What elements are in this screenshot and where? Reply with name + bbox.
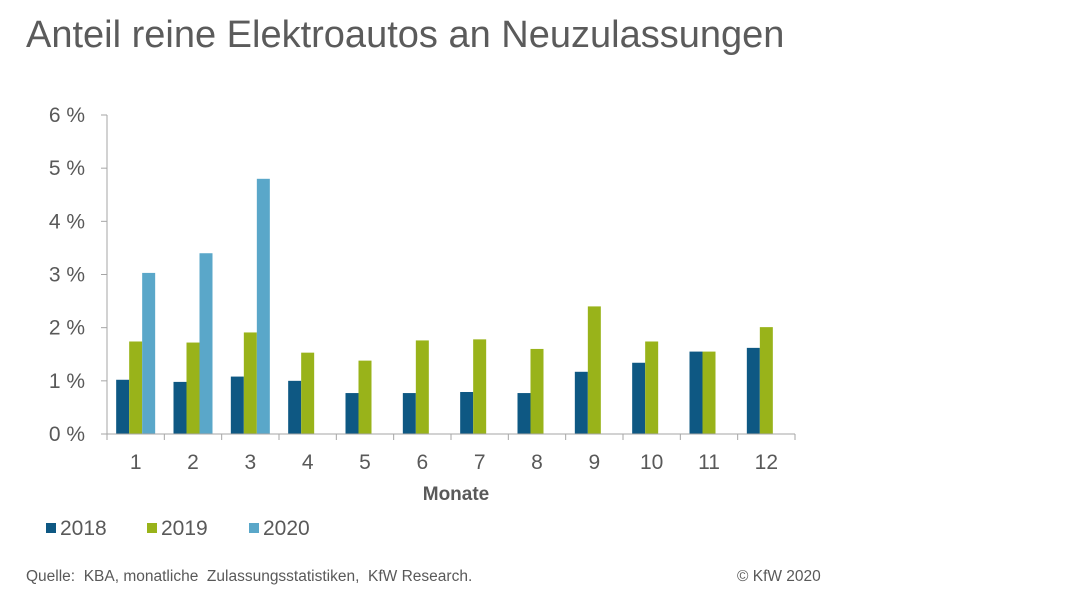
x-tick-label: 8 — [531, 451, 543, 474]
bar-2019-11 — [702, 351, 716, 434]
bar-2019-9 — [587, 306, 601, 434]
x-tick-label: 3 — [244, 451, 256, 474]
bar-2018-3 — [230, 376, 244, 434]
x-tick-label: 11 — [698, 451, 720, 474]
bar-2018-2 — [173, 381, 187, 434]
y-tick-label: 2 % — [49, 317, 85, 340]
x-axis-title: Monate — [423, 484, 490, 505]
x-tick-label: 7 — [474, 451, 486, 474]
bar-2019-10 — [645, 341, 659, 434]
y-tick-label: 1 % — [49, 370, 85, 393]
legend-swatch-2019 — [147, 523, 157, 533]
bar-2018-5 — [345, 393, 359, 434]
bar-2019-5 — [358, 360, 372, 434]
x-tick-label: 12 — [755, 451, 778, 474]
bar-2018-9 — [574, 371, 588, 434]
bar-2019-1 — [129, 341, 143, 434]
y-tick-label: 5 % — [49, 157, 85, 180]
bar-2018-1 — [116, 379, 130, 434]
legend-swatch-2020 — [249, 523, 259, 533]
bar-2019-2 — [186, 342, 200, 434]
bar-2019-3 — [243, 332, 257, 434]
x-tick-label: 9 — [588, 451, 600, 474]
x-tick-label: 2 — [187, 451, 199, 474]
bar-2018-7 — [460, 391, 474, 434]
bar-2018-4 — [288, 380, 302, 434]
bar-2019-7 — [473, 339, 487, 434]
copyright-note: © KfW 2020 — [737, 568, 821, 585]
bar-2018-8 — [517, 393, 531, 434]
x-tick-label: 5 — [359, 451, 371, 474]
y-tick-label: 0 % — [49, 423, 85, 446]
bar-2019-4 — [301, 352, 315, 434]
y-tick-label: 6 % — [49, 104, 85, 127]
bar-2020-1 — [142, 272, 156, 434]
bar-2019-12 — [759, 327, 773, 434]
x-tick-label: 6 — [416, 451, 428, 474]
bar-2019-8 — [530, 348, 544, 434]
x-tick-label: 1 — [130, 451, 142, 474]
bar-2018-10 — [632, 362, 646, 434]
bar-2020-3 — [256, 178, 270, 434]
legend-label-2020: 2020 — [263, 517, 310, 540]
source-note: Quelle: KBA, monatliche Zulassungsstatis… — [26, 568, 473, 585]
x-tick-label: 4 — [302, 451, 314, 474]
page-title: Anteil reine Elektroautos an Neuzulassun… — [26, 14, 785, 56]
x-tick-label: 10 — [640, 451, 663, 474]
y-tick-label: 4 % — [49, 210, 85, 233]
bar-chart: 0 %1 %2 %3 %4 %5 %6 %1 2 3 4 5 6 7 8 9 10 11 12Mona… — [46, 104, 796, 540]
bar-2019-6 — [415, 340, 429, 434]
bar-2020-2 — [199, 253, 213, 434]
legend-label-2019: 2019 — [161, 517, 208, 540]
bar-2018-6 — [402, 393, 416, 434]
legend-swatch-2018 — [46, 523, 56, 533]
legend-label-2018: 2018 — [60, 517, 107, 540]
bar-2018-11 — [689, 351, 703, 434]
bar-2018-12 — [746, 347, 760, 434]
y-tick-label: 3 % — [49, 264, 85, 287]
